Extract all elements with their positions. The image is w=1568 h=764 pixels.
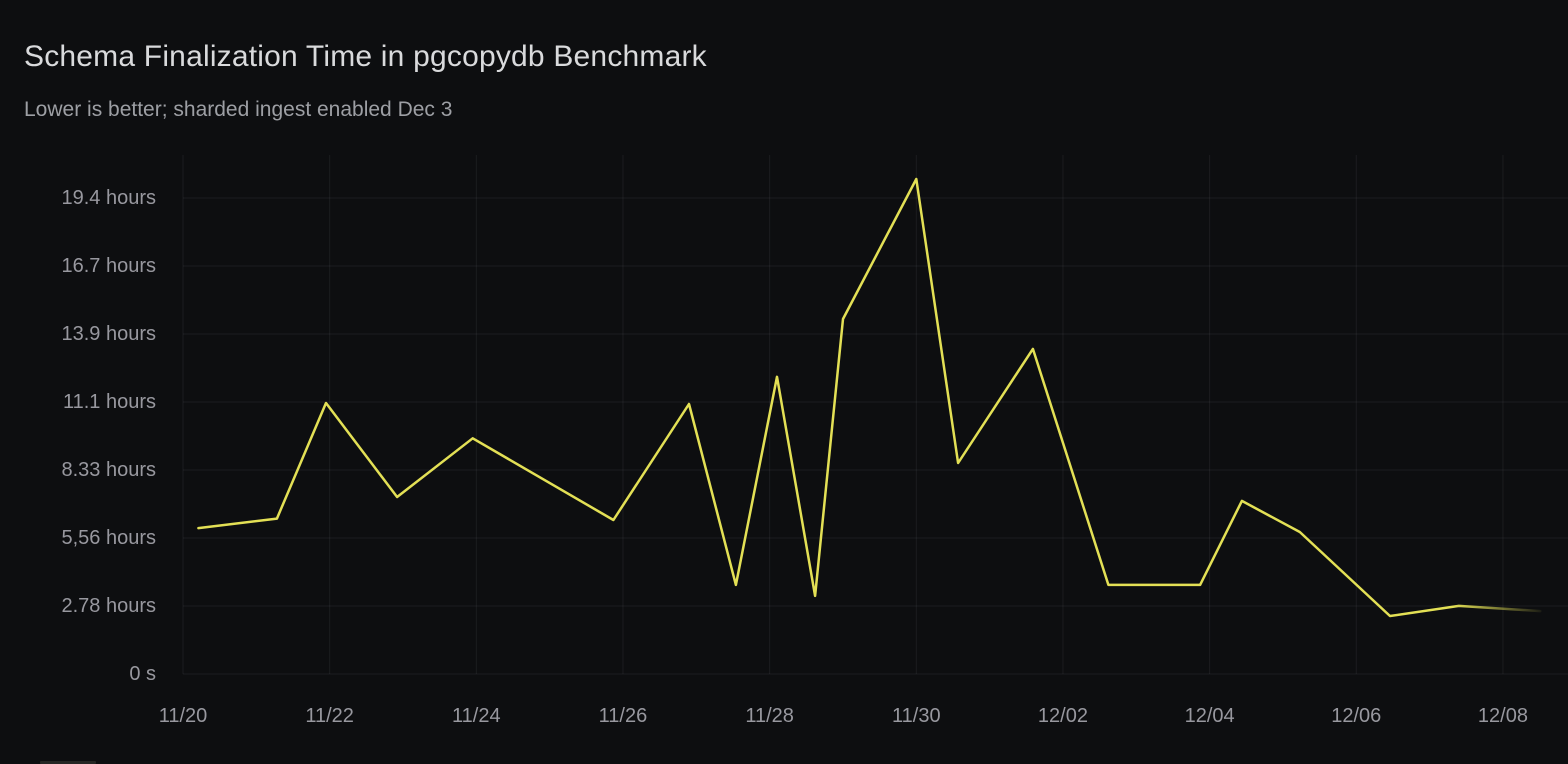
x-axis-tick-label: 12/04 (1184, 705, 1235, 727)
y-axis-tick-label: 19.4 hours (61, 187, 156, 209)
x-axis-tick-label: 12/02 (1037, 705, 1088, 727)
y-axis-tick-label: 5,56 hours (61, 527, 156, 549)
y-axis-tick-label: 13.9 hours (61, 323, 156, 345)
x-axis-tick-label: 12/08 (1477, 705, 1528, 727)
panel-title: Schema Finalization Time in pgcopydb Ben… (24, 40, 707, 73)
y-axis-tick-label: 16.7 hours (61, 255, 156, 277)
panel-subtitle: Lower is better; sharded ingest enabled … (24, 98, 453, 121)
y-axis-tick-label: 0 s (129, 663, 156, 685)
x-axis-tick-label: 11/24 (452, 705, 501, 727)
x-axis-tick-label: 12/06 (1331, 705, 1382, 727)
x-axis-tick-label: 11/30 (892, 705, 941, 727)
clipped-legend-fragment (40, 761, 96, 764)
y-axis-tick-label: 2.78 hours (61, 595, 156, 617)
series-line-schema-finalization-time (197, 177, 1542, 618)
x-axis-tick-label: 11/28 (745, 705, 794, 727)
y-axis-tick-label: 11.1 hours (62, 391, 156, 413)
x-axis-tick-label: 11/22 (305, 705, 354, 727)
x-axis-tick-label: 11/26 (598, 705, 648, 727)
y-axis-tick-label: 8.33 hours (61, 459, 156, 481)
x-axis-tick-label: 11/20 (158, 705, 208, 727)
